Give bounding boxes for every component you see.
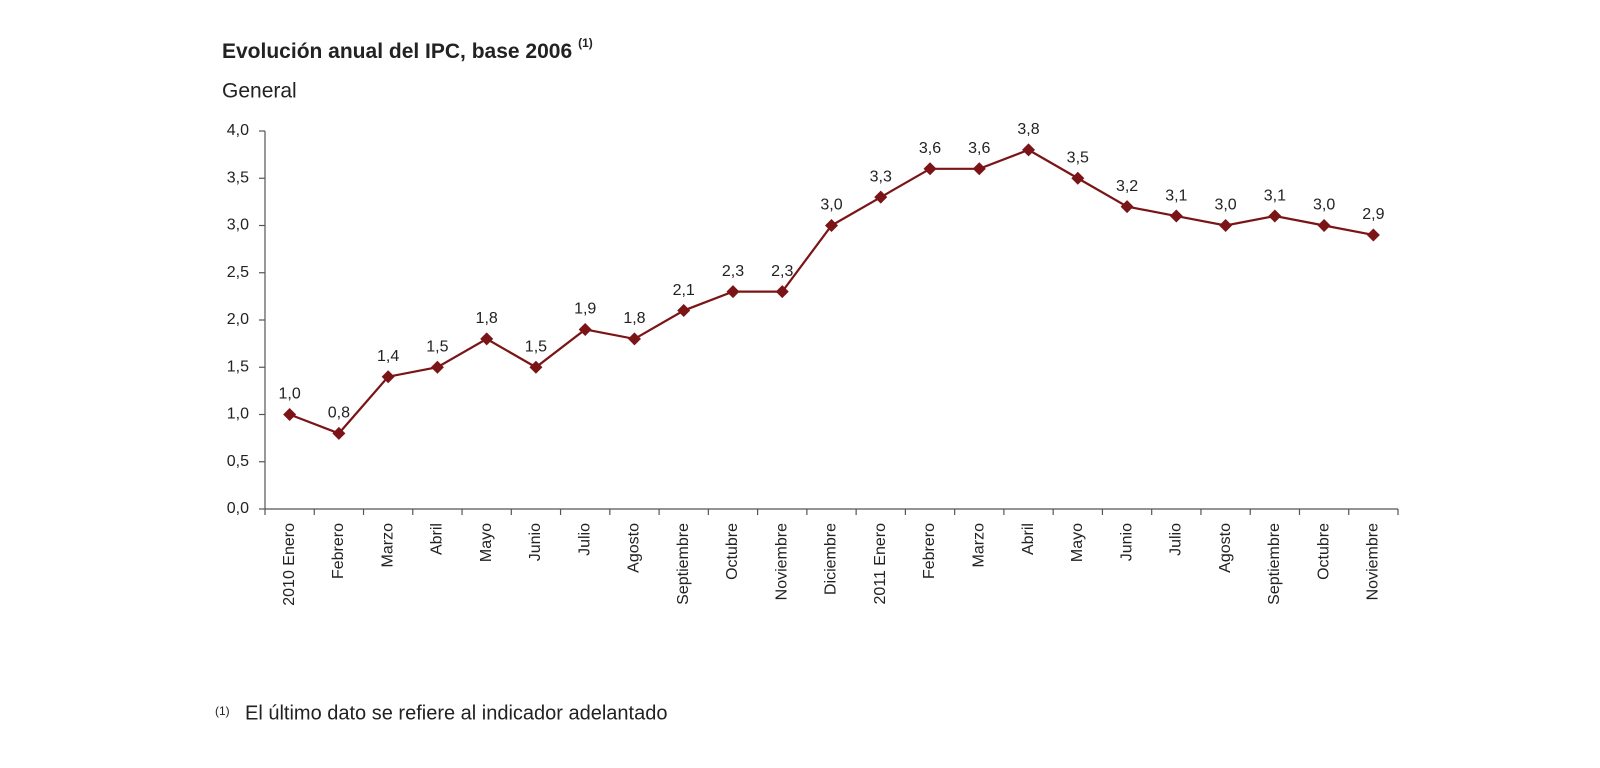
data-label: 3,0: [820, 197, 842, 214]
data-label: 2,9: [1362, 206, 1384, 223]
x-tick-label: Abril: [1020, 523, 1037, 555]
y-tick-label: 0,5: [227, 453, 249, 470]
y-tick-label: 0,0: [227, 500, 249, 517]
marker: [1317, 219, 1331, 232]
x-tick-label: Noviembre: [773, 523, 790, 600]
data-label: 3,2: [1116, 178, 1138, 195]
marker: [726, 285, 740, 299]
data-label: 0,8: [328, 405, 350, 422]
marker: [677, 304, 691, 318]
marker: [430, 360, 444, 374]
marker: [1071, 171, 1085, 185]
chart-subtitle: General: [222, 80, 297, 103]
marker: [874, 190, 888, 204]
x-tick-label: Febrero: [921, 523, 938, 579]
line: [289, 148, 1374, 435]
marker: [627, 332, 641, 346]
marker: [1366, 228, 1380, 242]
y-tick-label: 2,5: [227, 264, 249, 281]
marker: [381, 370, 395, 384]
data-label: 1,9: [574, 301, 596, 318]
y-tick-label: 4,0: [227, 122, 249, 139]
x-tick-label: Mayo: [1069, 523, 1086, 562]
x-tick-label: Octubre: [724, 523, 741, 580]
data-label: 2,1: [673, 282, 695, 299]
x-tick-label: Agosto: [626, 523, 643, 573]
chart-title: Evolución anual del IPC, base 2006 (1): [222, 36, 593, 62]
x-tick-label: Septiembre: [675, 523, 692, 605]
title-note: (1): [578, 36, 593, 50]
y-tick-label: 3,0: [227, 217, 249, 234]
x-tick-label: Octubre: [1315, 523, 1332, 580]
marker: [529, 360, 543, 374]
data-label: 3,6: [919, 140, 941, 157]
data-label: 1,5: [525, 338, 547, 355]
marker: [972, 162, 986, 176]
title-text: Evolución anual del IPC, base 2006: [222, 40, 572, 63]
x-tick-label: Mayo: [478, 523, 495, 562]
marker: [1120, 200, 1134, 214]
marker: [332, 426, 346, 440]
data-label: 2,3: [722, 263, 744, 280]
marker: [825, 219, 838, 232]
data-label: 3,3: [870, 168, 892, 185]
data-label: 3,1: [1264, 187, 1286, 204]
data-label: 3,0: [1313, 197, 1335, 214]
data-label: 3,1: [1165, 187, 1187, 204]
data-label: 2,3: [771, 263, 793, 280]
marker: [775, 285, 789, 299]
y-tick-label: 3,5: [227, 169, 249, 186]
x-tick-label: Junio: [1118, 523, 1135, 561]
y-tick-label: 1,5: [227, 358, 249, 375]
x-tick-label: 2010 Enero: [281, 523, 298, 606]
marker: [923, 162, 937, 176]
marker: [1169, 209, 1183, 223]
marker: [283, 408, 297, 421]
data-label: 3,8: [1017, 121, 1039, 138]
data-label: 3,6: [968, 140, 990, 157]
marker: [1268, 209, 1282, 223]
footnote-mark: (1): [215, 704, 230, 718]
x-tick-label: Julio: [1168, 523, 1185, 556]
x-tick-label: Abril: [429, 523, 446, 555]
x-tick-label: Noviembre: [1365, 523, 1382, 600]
data-label: 3,0: [1214, 197, 1236, 214]
data-label: 1,0: [279, 386, 301, 403]
x-tick-label: 2011 Enero: [872, 523, 889, 605]
marker: [578, 322, 592, 336]
y-tick-label: 2,0: [227, 311, 249, 328]
marker: [1219, 219, 1233, 232]
marker: [480, 332, 494, 346]
x-tick-label: Septiembre: [1266, 523, 1283, 605]
data-label: 3,5: [1067, 149, 1089, 166]
footnote: El último dato se refiere al indicador a…: [245, 702, 667, 724]
data-label: 1,5: [426, 338, 448, 355]
x-tick-label: Marzo: [379, 523, 396, 568]
x-tick-label: Junio: [527, 523, 544, 561]
data-label: 1,8: [476, 310, 498, 327]
x-tick-label: Marzo: [971, 523, 988, 568]
data-label: 1,8: [623, 310, 645, 327]
y-tick-label: 1,0: [227, 406, 249, 423]
x-tick-label: Agosto: [1217, 523, 1234, 573]
x-tick-label: Febrero: [330, 523, 347, 579]
x-tick-label: Julio: [576, 523, 593, 556]
x-tick-label: Diciembre: [823, 523, 840, 595]
data-label: 1,4: [377, 348, 399, 365]
marker: [1022, 143, 1036, 157]
